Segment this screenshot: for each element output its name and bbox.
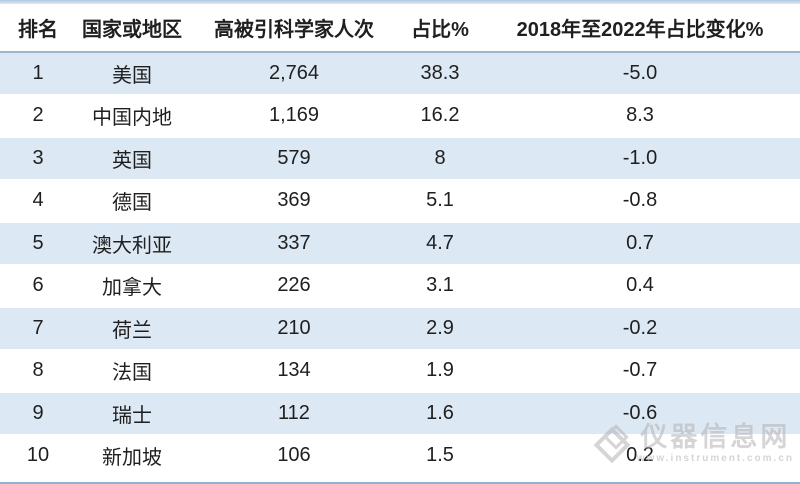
- cell-country: 法国: [76, 350, 188, 393]
- cell-country: 新加坡: [76, 435, 188, 478]
- cell-country: 英国: [76, 138, 188, 181]
- cell-percent: 5.1: [400, 180, 480, 223]
- table-body: 1 美国 2,764 38.3 -5.0 2 中国内地 1,169 16.2 8.3 3 英国 579 8…: [0, 53, 800, 478]
- cell-rank: 6: [0, 265, 76, 308]
- cell-count: 106: [188, 435, 400, 478]
- cell-rank: 8: [0, 350, 76, 393]
- table-row: 2 中国内地 1,169 16.2 8.3: [0, 95, 800, 138]
- cell-rank: 10: [0, 435, 76, 478]
- cell-country: 瑞士: [76, 393, 188, 436]
- cell-change: 0.7: [480, 223, 800, 266]
- table-row: 5 澳大利亚 337 4.7 0.7: [0, 223, 800, 266]
- cell-count: 112: [188, 393, 400, 436]
- cell-country: 中国内地: [76, 95, 188, 138]
- cell-percent: 4.7: [400, 223, 480, 266]
- cell-change: -0.8: [480, 180, 800, 223]
- cell-country: 荷兰: [76, 308, 188, 351]
- cell-rank: 4: [0, 180, 76, 223]
- table-top-border: [0, 0, 800, 4]
- table-row: 1 美国 2,764 38.3 -5.0: [0, 53, 800, 96]
- cell-change: 0.2: [480, 435, 800, 478]
- cell-country: 加拿大: [76, 265, 188, 308]
- table-row: 9 瑞士 112 1.6 -0.6: [0, 393, 800, 436]
- column-header-country: 国家或地区: [76, 4, 188, 53]
- cell-count: 134: [188, 350, 400, 393]
- cell-rank: 7: [0, 308, 76, 351]
- table-bottom-border: [0, 482, 800, 484]
- cell-change: -1.0: [480, 138, 800, 181]
- table-row: 8 法国 134 1.9 -0.7: [0, 350, 800, 393]
- cell-percent: 16.2: [400, 95, 480, 138]
- cell-change: 8.3: [480, 95, 800, 138]
- cell-count: 579: [188, 138, 400, 181]
- table-row: 7 荷兰 210 2.9 -0.2: [0, 308, 800, 351]
- highly-cited-scientists-table: 排名 国家或地区 高被引科学家人次 占比% 2018年至2022年占比变化% 1…: [0, 4, 800, 478]
- column-header-change: 2018年至2022年占比变化%: [480, 4, 800, 53]
- cell-rank: 3: [0, 138, 76, 181]
- cell-change: -0.6: [480, 393, 800, 436]
- cell-percent: 1.6: [400, 393, 480, 436]
- cell-change: -5.0: [480, 53, 800, 96]
- cell-percent: 2.9: [400, 308, 480, 351]
- cell-percent: 1.9: [400, 350, 480, 393]
- column-header-rank: 排名: [0, 4, 76, 53]
- table-row: 4 德国 369 5.1 -0.8: [0, 180, 800, 223]
- cell-percent: 3.1: [400, 265, 480, 308]
- cell-rank: 5: [0, 223, 76, 266]
- column-header-percent: 占比%: [400, 4, 480, 53]
- cell-count: 369: [188, 180, 400, 223]
- cell-count: 1,169: [188, 95, 400, 138]
- cell-country: 美国: [76, 53, 188, 96]
- cell-change: -0.2: [480, 308, 800, 351]
- cell-count: 2,764: [188, 53, 400, 96]
- cell-count: 226: [188, 265, 400, 308]
- cell-country: 德国: [76, 180, 188, 223]
- cell-percent: 38.3: [400, 53, 480, 96]
- cell-rank: 2: [0, 95, 76, 138]
- table-row: 3 英国 579 8 -1.0: [0, 138, 800, 181]
- cell-percent: 1.5: [400, 435, 480, 478]
- column-header-count: 高被引科学家人次: [188, 4, 400, 53]
- header-row: 排名 国家或地区 高被引科学家人次 占比% 2018年至2022年占比变化%: [0, 4, 800, 53]
- cell-count: 337: [188, 223, 400, 266]
- cell-change: -0.7: [480, 350, 800, 393]
- cell-country: 澳大利亚: [76, 223, 188, 266]
- cell-count: 210: [188, 308, 400, 351]
- table-row: 10 新加坡 106 1.5 0.2: [0, 435, 800, 478]
- cell-percent: 8: [400, 138, 480, 181]
- cell-change: 0.4: [480, 265, 800, 308]
- cell-rank: 1: [0, 53, 76, 96]
- table-row: 6 加拿大 226 3.1 0.4: [0, 265, 800, 308]
- cell-rank: 9: [0, 393, 76, 436]
